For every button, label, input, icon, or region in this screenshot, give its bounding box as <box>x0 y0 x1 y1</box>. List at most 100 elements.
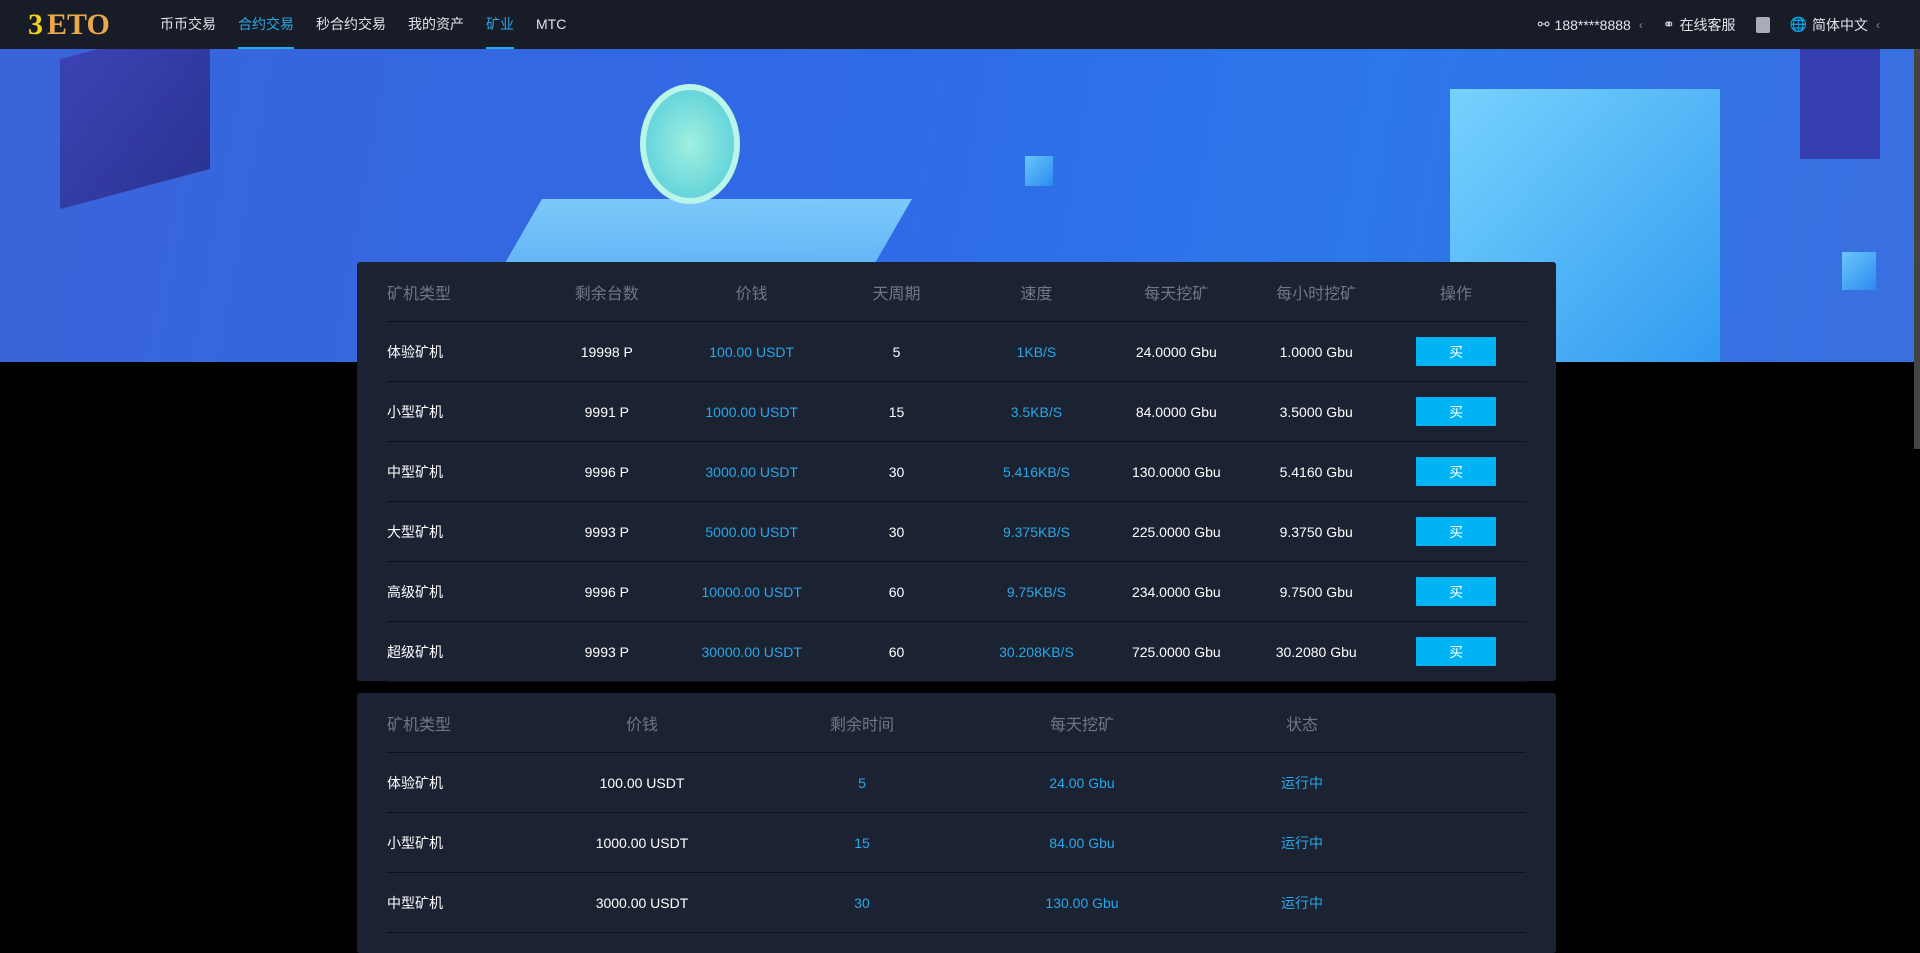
buy-button[interactable]: 买 <box>1416 337 1497 366</box>
column-header: 操作 <box>1440 285 1473 303</box>
coin-icon <box>640 84 740 204</box>
column-header: 矿机类型 <box>387 716 452 734</box>
my-miners-table: 矿机类型 价钱 剩余时间 每天挖矿 状态 体验矿机 100.00 USDT 5 24.00 G… <box>357 693 1556 953</box>
table-cell: 5 <box>858 774 866 791</box>
top-nav: 3 ETO 币币交易 合约交易 秒合约交易 我的资产 矿业 MTC ⚯ 188****8888… <box>0 0 1920 49</box>
table-cell: 3.5KB/S <box>1010 403 1063 420</box>
table-row: 小型矿机 1000.00 USDT 15 84.00 Gbu 运行中 <box>387 813 1526 873</box>
table-cell: 725.0000 Gbu <box>1131 643 1221 660</box>
table-cell: 3.5000 Gbu <box>1279 403 1353 420</box>
action-cell: 买 <box>1386 517 1526 546</box>
nav-item-4[interactable]: 矿业 <box>486 0 514 49</box>
table-cell: 60 <box>888 583 905 600</box>
table-row: 小型矿机 9991 P 1000.00 USDT 15 3.5KB/S 84.0000 G… <box>387 382 1526 442</box>
table-cell: 9.375KB/S <box>1002 523 1070 540</box>
nav-item-2[interactable]: 秒合约交易 <box>316 16 386 32</box>
table-cell: 9.75KB/S <box>1006 583 1067 600</box>
table-cell: 130.00 Gbu <box>1045 894 1119 911</box>
buy-button[interactable]: 买 <box>1416 637 1497 666</box>
table-cell: 84.0000 Gbu <box>1135 403 1217 420</box>
action-cell: 买 <box>1386 577 1526 606</box>
table-cell: 30000.00 USDT <box>701 643 802 660</box>
table-cell: 234.0000 Gbu <box>1131 583 1221 600</box>
user-icon: ⚯ <box>1537 16 1550 32</box>
table-cell: 小型矿机 <box>387 834 443 851</box>
column-header: 天周期 <box>872 285 921 303</box>
table-cell: 100.00 USDT <box>599 774 685 791</box>
table-cell: 9993 P <box>584 643 629 660</box>
status-badge: 运行中 <box>1281 834 1323 851</box>
table-cell: 9.7500 Gbu <box>1279 583 1353 600</box>
action-cell: 买 <box>1386 397 1526 426</box>
table-cell: 1KB/S <box>1016 343 1057 360</box>
app-download-button[interactable] <box>1755 16 1770 33</box>
logo[interactable]: 3 ETO <box>28 7 110 41</box>
table-cell: 100.00 USDT <box>709 343 795 360</box>
table-cell: 10000.00 USDT <box>701 583 802 600</box>
buy-button[interactable]: 买 <box>1416 397 1497 426</box>
action-cell: 买 <box>1386 457 1526 486</box>
column-header: 矿机类型 <box>387 285 452 303</box>
table-cell: 中型矿机 <box>387 894 443 911</box>
column-header: 剩余时间 <box>829 716 894 734</box>
buy-button[interactable]: 买 <box>1416 577 1497 606</box>
table-cell: 30.2080 Gbu <box>1275 643 1357 660</box>
table-cell: 1000.00 USDT <box>705 403 798 420</box>
nav-item-5[interactable]: MTC <box>536 16 567 32</box>
scrollbar[interactable] <box>1914 49 1920 449</box>
table-cell: 3000.00 USDT <box>705 463 798 480</box>
action-cell: 买 <box>1386 337 1526 366</box>
buy-button[interactable]: 买 <box>1416 517 1497 546</box>
table-cell: 5.416KB/S <box>1002 463 1070 480</box>
table-cell: 84.00 Gbu <box>1049 834 1115 851</box>
table-cell: 9996 P <box>584 463 629 480</box>
user-menu[interactable]: ⚯ 188****8888 ‹ <box>1537 16 1643 33</box>
headset-icon: ⚭ <box>1662 16 1675 32</box>
table-cell: 24.0000 Gbu <box>1135 343 1217 360</box>
table-cell: 高级矿机 <box>387 583 443 600</box>
table-row: 体验矿机 100.00 USDT 5 24.00 Gbu 运行中 <box>387 753 1526 813</box>
support-link[interactable]: ⚭ 在线客服 <box>1662 16 1736 33</box>
table-cell: 19998 P <box>580 343 633 360</box>
table-cell: 30 <box>854 894 870 911</box>
chevron-left-icon: ‹ <box>1876 17 1880 32</box>
nav-item-3[interactable]: 我的资产 <box>408 16 464 32</box>
column-header: 每小时挖矿 <box>1276 285 1357 303</box>
table-cell: 1000.00 USDT <box>595 834 689 851</box>
nav-item-1[interactable]: 合约交易 <box>238 0 294 49</box>
table-cell: 9991 P <box>584 403 629 420</box>
column-header: 每天挖矿 <box>1144 285 1209 303</box>
column-header: 价钱 <box>735 285 768 303</box>
table-cell: 30 <box>888 523 905 540</box>
table-cell: 5 <box>892 343 901 360</box>
app-icon <box>1755 16 1770 33</box>
column-header: 价钱 <box>625 716 658 734</box>
table-cell: 24.00 Gbu <box>1049 774 1115 791</box>
table-cell: 1.0000 Gbu <box>1279 343 1353 360</box>
table-cell: 130.0000 Gbu <box>1131 463 1221 480</box>
status-badge: 运行中 <box>1281 894 1323 911</box>
table-cell: 15 <box>854 834 870 851</box>
table-cell: 体验矿机 <box>387 343 443 360</box>
table-cell: 9.3750 Gbu <box>1279 523 1353 540</box>
table-cell: 小型矿机 <box>387 403 443 420</box>
buy-button[interactable]: 买 <box>1416 457 1497 486</box>
table-row: 中型矿机 3000.00 USDT 30 130.00 Gbu 运行中 <box>387 873 1526 933</box>
column-header: 每天挖矿 <box>1049 716 1114 734</box>
language-select[interactable]: 🌐 简体中文 ‹ <box>1789 16 1880 33</box>
table-cell: 5.4160 Gbu <box>1279 463 1353 480</box>
table-cell: 225.0000 Gbu <box>1131 523 1221 540</box>
action-cell: 买 <box>1386 637 1526 666</box>
table-cell: 3000.00 USDT <box>595 894 689 911</box>
table-cell: 30.208KB/S <box>999 643 1074 660</box>
nav-item-0[interactable]: 币币交易 <box>160 16 216 32</box>
table-row: 超级矿机 9993 P 30000.00 USDT 60 30.208KB/S 725.0… <box>387 622 1526 682</box>
table-cell: 9993 P <box>584 523 629 540</box>
table-cell: 中型矿机 <box>387 463 443 480</box>
table-cell: 60 <box>888 643 905 660</box>
table-cell: 15 <box>888 403 905 420</box>
table-cell: 5000.00 USDT <box>705 523 798 540</box>
table-cell: 大型矿机 <box>387 523 443 540</box>
globe-icon: 🌐 <box>1789 16 1807 32</box>
status-badge: 运行中 <box>1281 774 1323 791</box>
